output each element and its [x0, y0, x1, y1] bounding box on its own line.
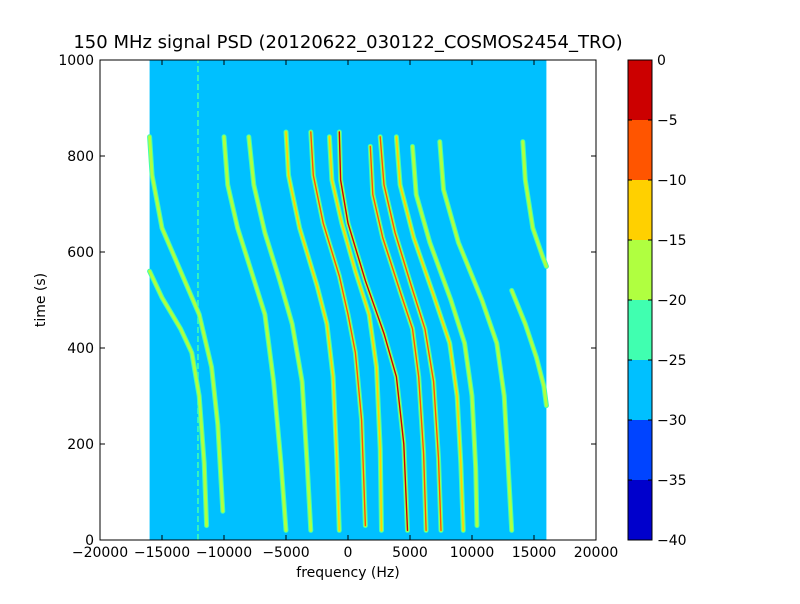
colorbar-segment	[628, 240, 652, 300]
signal-track-core	[338, 131, 409, 532]
y-tick-label: 400	[67, 341, 94, 357]
colorbar-tick-label: −40	[657, 533, 687, 549]
signal-track	[246, 134, 314, 533]
x-tick-label: 15000	[512, 545, 557, 561]
x-tick-label: −20000	[72, 545, 128, 561]
signal-track	[283, 129, 342, 533]
y-axis-label: time (s)	[33, 273, 49, 327]
signal-track-core	[148, 270, 208, 527]
signal-track-core	[285, 131, 340, 532]
signal-track	[221, 134, 289, 533]
y-tick-label: 1000	[58, 53, 94, 69]
signal-track-core	[395, 136, 464, 532]
signal-track	[377, 134, 444, 533]
x-axis-label: frequency (Hz)	[296, 565, 399, 581]
signal-track-core	[328, 136, 383, 532]
signal-track	[147, 268, 210, 529]
signal-track	[336, 129, 410, 533]
y-tick-label: 600	[67, 245, 94, 261]
y-tick-label: 800	[67, 149, 94, 165]
y-axis: 0 200 400 600 800 1000	[58, 53, 596, 549]
colorbar-tick-label: −10	[657, 173, 687, 189]
colorbar: −40 −35 −30 −25 −20 −15 −10 −5 0	[627, 53, 687, 549]
signal-track	[147, 134, 226, 514]
x-tick-label: 20000	[574, 545, 619, 561]
signal-track-core	[369, 145, 427, 532]
heatmap-layer	[147, 60, 549, 540]
signal-track	[509, 287, 549, 409]
colorbar-tick-label: −35	[657, 473, 687, 489]
signal-track-core	[379, 136, 442, 532]
colorbar-segment	[628, 120, 652, 180]
signal-track-core	[522, 140, 548, 268]
colorbar-tick-label: −20	[657, 293, 687, 309]
colorbar-tick-label: −15	[657, 233, 687, 249]
signal-track-core	[148, 136, 224, 512]
signal-track-core	[310, 131, 367, 527]
colorbar-segment	[628, 360, 652, 420]
signal-track	[410, 143, 480, 529]
y-tick-label: 0	[85, 533, 94, 549]
signal-track	[326, 134, 384, 533]
colorbar-tick-label: −5	[657, 113, 678, 129]
x-tick-label: −15000	[134, 545, 190, 561]
signal-track	[308, 129, 368, 529]
colorbar-tick-label: 0	[657, 53, 666, 69]
signal-track	[393, 134, 466, 533]
x-tick-label: 5000	[392, 545, 428, 561]
colorbar-segment	[628, 60, 652, 120]
signal-track-core	[411, 145, 478, 527]
signal-track	[520, 139, 549, 269]
y-tick-label: 200	[67, 437, 94, 453]
colorbar-segment	[628, 480, 652, 540]
x-tick-label: 10000	[450, 545, 495, 561]
colorbar-segment	[628, 180, 652, 240]
heatmap-background	[149, 60, 547, 540]
colorbar-tick-label: −25	[657, 353, 687, 369]
signal-track-core	[248, 136, 312, 532]
signal-track	[437, 139, 515, 533]
colorbar-segment	[628, 420, 652, 480]
x-tick-label: 0	[344, 545, 353, 561]
colorbar-segment	[628, 300, 652, 360]
x-tick-label: −10000	[196, 545, 252, 561]
colorbar-tick-label: −30	[657, 413, 687, 429]
signal-track-core	[439, 140, 513, 532]
x-axis: −20000 −15000 −10000 −5000 0 5000 10000 15000 20…	[72, 60, 618, 561]
signal-track	[367, 143, 429, 533]
signal-track-core	[223, 136, 287, 532]
signal-track-core	[511, 289, 548, 407]
x-tick-label: −5000	[262, 545, 309, 561]
chart-title: 150 MHz signal PSD (20120622_030122_COSM…	[73, 32, 622, 53]
